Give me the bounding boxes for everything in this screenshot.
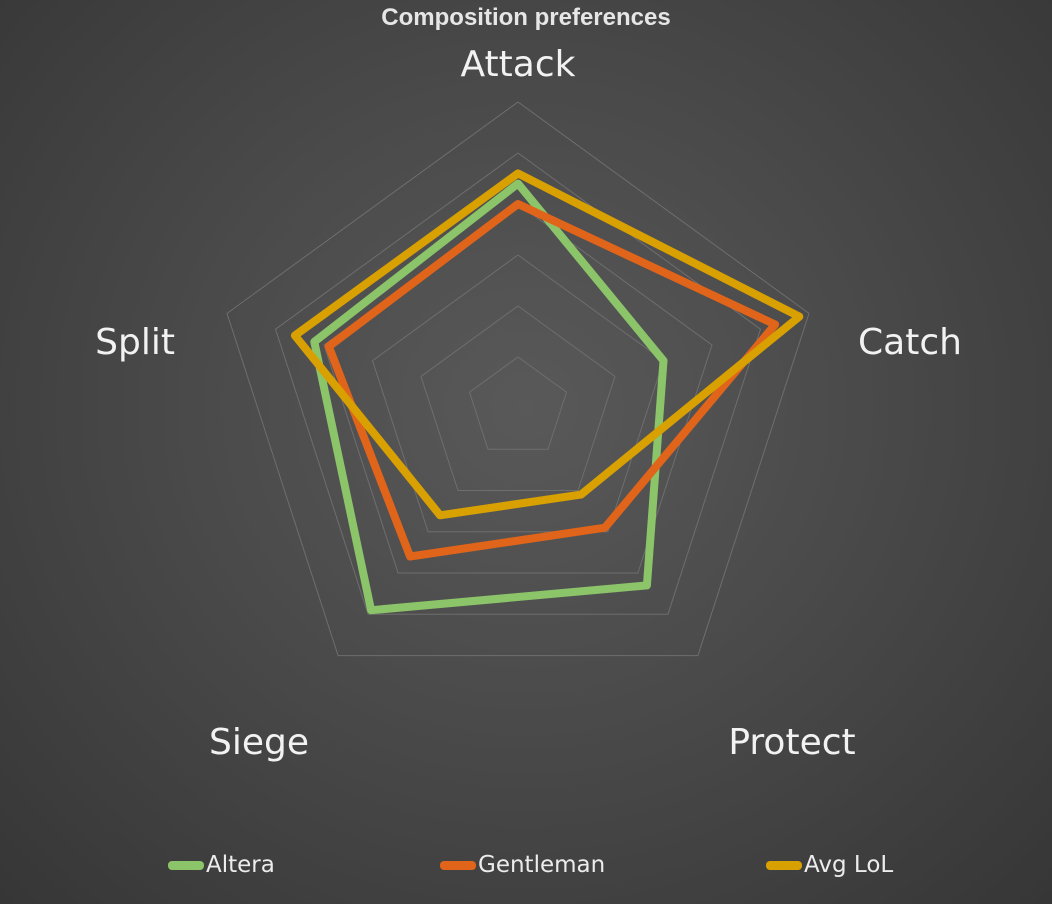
grid-ring [420,305,616,491]
radar-series-group [290,169,804,615]
legend-swatch-altera [168,860,204,870]
legend-item-avg-lol[interactable]: Avg LoL [766,852,893,878]
axis-label-split: Split [95,322,175,363]
series-line-altera[interactable] [310,179,668,615]
legend-swatch-avg-lol [766,860,802,870]
radar-grid [226,101,810,657]
grid-ring [274,152,762,615]
grid-ring [226,101,810,657]
grid-ring [371,254,665,533]
legend-item-gentleman[interactable]: Gentleman [440,852,605,878]
legend-label-gentleman: Gentleman [478,852,606,878]
chart-legend: Altera Gentleman Avg LoL [0,852,1052,888]
series-line-avg-lol[interactable] [290,169,804,520]
axis-label-attack: Attack [461,44,576,85]
chart-title: Composition preferences [381,4,671,31]
legend-item-altera[interactable]: Altera [168,852,275,878]
grid-ring [468,356,568,450]
series-line-gentleman[interactable] [324,200,780,561]
legend-swatch-gentleman [440,860,476,870]
axis-label-catch: Catch [858,322,962,363]
axis-label-protect: Protect [728,722,855,763]
axis-label-siege: Siege [209,722,309,763]
legend-label-altera: Altera [206,852,275,878]
legend-label-avg-lol: Avg LoL [804,852,894,878]
axis-labels: Attack Catch Protect Siege Split [95,44,962,763]
